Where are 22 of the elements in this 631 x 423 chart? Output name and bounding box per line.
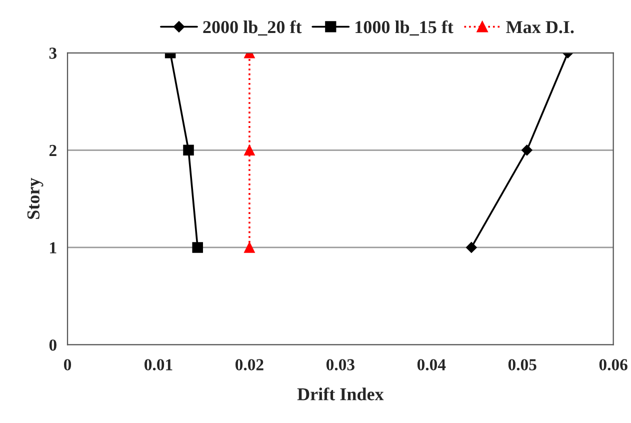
point [466,242,477,253]
x-tick-label: 0.06 [599,359,628,370]
y-axis-title: Story [27,178,44,219]
y-tick-label: 3 [49,48,57,59]
point [192,242,203,253]
x-axis-title: Drift Index [297,387,384,400]
x-tick-label: 0.02 [236,359,264,370]
point [183,144,194,156]
legend-label: 2000 lb_20 ft [203,20,302,36]
legend-label: Max D.I. [506,21,574,34]
x-tick-label: 0.04 [417,359,446,370]
point [244,144,255,156]
x-tick-label: 0 [64,359,72,370]
x-tick-label: 0.03 [326,359,354,370]
y-tick-label: 1 [50,242,56,254]
point [521,144,532,156]
y-tick-label: 0 [49,339,56,351]
x-tick-label: 0.01 [144,359,172,370]
legend-label: 1000 lb_15 ft [356,20,454,36]
point [244,242,255,253]
y-tick-label: 2 [49,144,56,156]
x-tick-label: 0.05 [508,359,536,370]
